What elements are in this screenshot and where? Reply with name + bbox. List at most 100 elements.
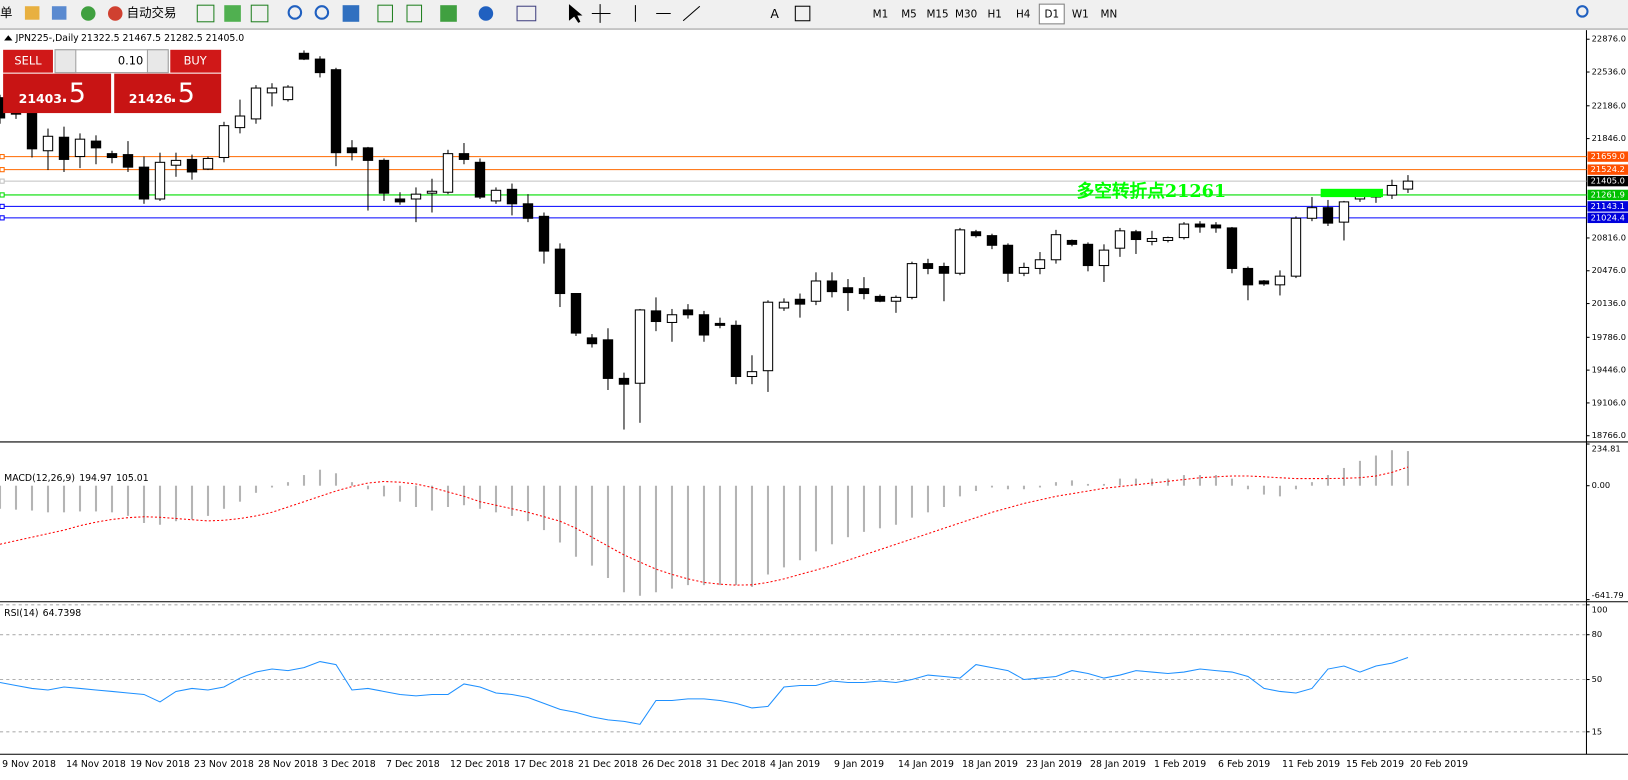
- lot-increase[interactable]: [146, 49, 169, 74]
- candle-body: [1178, 223, 1190, 239]
- candle-body: [1034, 259, 1046, 269]
- active-timeframe[interactable]: [1038, 3, 1065, 25]
- candle-body: [474, 161, 486, 198]
- header-arrow: [4, 35, 13, 41]
- candle-body: [234, 115, 246, 129]
- zoom-in[interactable]: [287, 5, 303, 20]
- candle-body: [1146, 238, 1158, 242]
- candle-body: [634, 309, 646, 384]
- toolbar-icon[interactable]: [478, 6, 494, 21]
- timeframe-button[interactable]: MN: [1101, 9, 1118, 21]
- candle-body: [1306, 207, 1318, 219]
- price-level-label: 21024.4: [1591, 212, 1625, 222]
- candle-body: [714, 322, 726, 326]
- candle-body: [970, 231, 982, 237]
- candle-body: [394, 198, 406, 203]
- toolbar-icon[interactable]: [51, 6, 67, 20]
- timeframe-button[interactable]: M15: [926, 9, 948, 21]
- toolbar-icon[interactable]: [107, 6, 123, 21]
- candle-body: [1210, 224, 1222, 229]
- candle-body: [666, 314, 678, 323]
- toolbar-icon[interactable]: [24, 6, 40, 20]
- sell-label[interactable]: SELL: [14, 54, 42, 68]
- ask-box[interactable]: [114, 73, 222, 114]
- toolbar-icon[interactable]: [516, 5, 537, 22]
- candle-body: [490, 189, 502, 202]
- candle-body: [698, 314, 710, 336]
- x-tick-label: 6 Feb 2019: [1218, 759, 1270, 770]
- auto-trading-button[interactable]: 自动交易: [127, 5, 177, 20]
- bid-box[interactable]: [3, 73, 112, 114]
- timeframe-button[interactable]: M1: [873, 9, 889, 21]
- candle-body: [186, 158, 198, 173]
- timeframe-button[interactable]: M30: [955, 9, 977, 21]
- toolbar-menu[interactable]: 单: [0, 5, 12, 20]
- bid-fraction[interactable]: .5: [60, 78, 86, 109]
- ask-price[interactable]: 21426: [129, 91, 172, 106]
- candle-body: [426, 190, 438, 194]
- buy-button[interactable]: [170, 49, 222, 73]
- toolbar-icon[interactable]: [250, 4, 269, 23]
- x-tick-label: 14 Nov 2018: [66, 759, 126, 770]
- crosshair-tool[interactable]: [591, 4, 611, 23]
- timeframe-button[interactable]: D1: [1044, 9, 1059, 21]
- candle-body: [586, 337, 598, 345]
- search[interactable]: [1576, 5, 1589, 18]
- price-level-tag: [1587, 212, 1628, 224]
- label-tool[interactable]: [794, 5, 811, 22]
- candle-body: [346, 147, 358, 154]
- toolbar-icon[interactable]: [377, 4, 393, 23]
- candle-body: [410, 193, 422, 200]
- x-tick-label: 23 Nov 2018: [194, 759, 254, 770]
- y-tick-label: 80: [1592, 629, 1603, 639]
- toolbar-icon[interactable]: [196, 4, 215, 23]
- price-level-tag: [1587, 151, 1628, 162]
- toolbar-icon[interactable]: [224, 5, 241, 22]
- y-tick-label: 19106.0: [1592, 397, 1626, 407]
- zoom-out[interactable]: [314, 5, 330, 20]
- candle-body: [650, 310, 662, 323]
- y-tick-label: 0.00: [1592, 480, 1610, 490]
- lot-decrease[interactable]: [54, 49, 77, 74]
- timeframe-button[interactable]: W1: [1072, 9, 1089, 21]
- y-tick-label: 50: [1592, 674, 1603, 684]
- candle-body: [1402, 180, 1414, 190]
- x-tick-label: 17 Dec 2018: [514, 759, 574, 770]
- candle-body: [362, 147, 374, 161]
- timeframe-button[interactable]: H4: [1016, 9, 1031, 21]
- candle-body: [554, 248, 566, 295]
- timeframe-button[interactable]: H1: [987, 9, 1001, 21]
- text-tool[interactable]: A: [770, 6, 779, 21]
- lot-value[interactable]: 0.10: [118, 54, 143, 68]
- toolbar-icon[interactable]: [80, 6, 96, 21]
- x-tick-label: 18 Jan 2019: [962, 759, 1018, 770]
- y-tick-label: 20816.0: [1592, 232, 1626, 242]
- annotation-marker: [1320, 188, 1383, 198]
- timeframe-button[interactable]: M5: [901, 9, 917, 21]
- candle-body: [1018, 266, 1030, 274]
- candle-body: [1322, 207, 1334, 224]
- x-tick-label: 28 Jan 2019: [1090, 759, 1146, 770]
- candle-body: [746, 371, 758, 378]
- bid-price[interactable]: 21403: [19, 91, 62, 106]
- line-tools[interactable]: [634, 5, 701, 22]
- y-tick-label: 18766.0: [1592, 430, 1626, 440]
- price-level-label: 21524.2: [1591, 164, 1625, 174]
- y-tick-label: 15: [1592, 726, 1603, 736]
- x-tick-label: 9 Jan 2019: [834, 759, 884, 770]
- buy-label[interactable]: BUY: [184, 54, 207, 68]
- toolbar-icon[interactable]: [342, 5, 360, 22]
- candle-body: [138, 166, 150, 200]
- chart-symbol: JPN225-,Daily: [15, 33, 80, 44]
- y-tick-label: 21846.0: [1592, 133, 1626, 143]
- price-level-marker: [0, 154, 5, 160]
- cursor-tool[interactable]: [568, 4, 583, 23]
- toolbar-icon[interactable]: [440, 5, 457, 22]
- ask-fraction[interactable]: .5: [169, 78, 195, 109]
- toolbar-icon[interactable]: [406, 4, 423, 23]
- candle-body: [26, 112, 38, 150]
- candle-body: [538, 215, 550, 252]
- sell-button[interactable]: [3, 49, 53, 73]
